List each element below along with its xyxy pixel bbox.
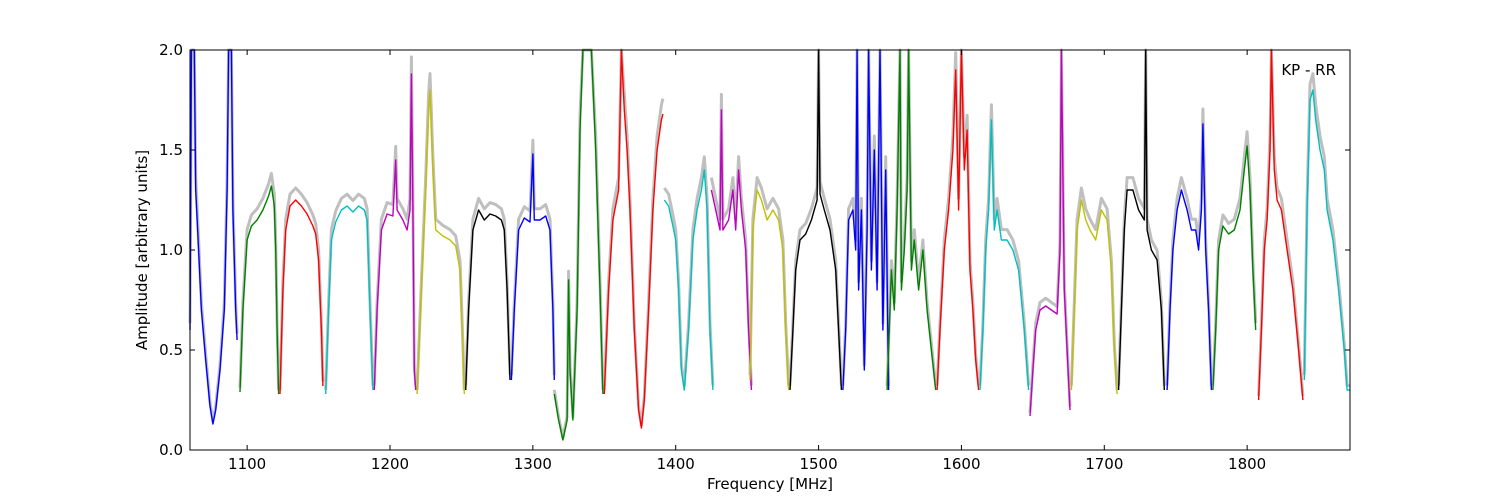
chart-annotation: KP - RR	[1281, 61, 1336, 79]
series-line-25	[1303, 89, 1350, 391]
background-trace-3	[278, 186, 325, 390]
series-line-22	[1166, 123, 1213, 391]
y-tick-label: 2.0	[159, 41, 183, 59]
plot-frame	[189, 49, 1351, 451]
background-trace-4	[324, 192, 375, 390]
x-axis-label: Frequency [MHz]	[707, 475, 833, 493]
series-line-2	[239, 185, 280, 395]
series-line-9	[553, 49, 604, 441]
series-line-19	[1029, 49, 1071, 417]
background-trace-2	[238, 171, 281, 390]
background-trace-layer	[188, 48, 1350, 440]
y-axis: 0.0 0.5 1.0 1.5 2.0	[159, 41, 1350, 459]
x-tick-label: 1100	[228, 455, 266, 473]
background-trace-10	[602, 48, 665, 427]
x-tick-label: 1700	[1085, 455, 1123, 473]
background-trace-24	[1257, 48, 1305, 397]
series-line-1	[189, 49, 238, 425]
series-line-3	[279, 199, 324, 395]
series-line-16	[886, 49, 937, 391]
series-line-15	[842, 49, 890, 391]
series-line-20	[1070, 199, 1118, 395]
series-line-5	[373, 73, 417, 391]
background-trace-17	[935, 48, 981, 386]
background-trace-14	[788, 48, 843, 386]
series-line-17	[936, 49, 980, 391]
x-tick-label: 1300	[514, 455, 552, 473]
series-layer	[189, 49, 1350, 441]
series-line-10	[603, 49, 664, 429]
x-tick-label: 1400	[657, 455, 695, 473]
y-tick-label: 1.5	[159, 141, 183, 159]
x-tick-label: 1200	[371, 455, 409, 473]
series-line-24	[1257, 49, 1304, 401]
series-line-6	[416, 89, 465, 395]
x-tick-label: 1800	[1228, 455, 1266, 473]
series-line-7	[465, 209, 511, 391]
series-line-13	[749, 189, 790, 391]
series-line-12	[710, 109, 753, 391]
series-line-11	[663, 169, 714, 391]
x-tick-label: 1600	[942, 455, 980, 473]
background-trace-1	[188, 48, 239, 423]
series-line-8	[510, 153, 555, 381]
series-line-21	[1117, 49, 1165, 391]
series-line-23	[1212, 145, 1257, 391]
x-axis: 1100 1200 1300 1400 1500 1600 1700 1800	[228, 50, 1266, 473]
y-tick-label: 0.0	[159, 441, 183, 459]
series-line-14	[789, 49, 843, 391]
x-tick-label: 1500	[799, 455, 837, 473]
background-trace-5	[372, 55, 418, 386]
series-line-4	[325, 205, 374, 395]
background-trace-12	[709, 92, 753, 386]
series-line-18	[979, 119, 1030, 391]
y-tick-label: 1.0	[159, 241, 183, 259]
background-trace-18	[978, 103, 1031, 386]
y-axis-label: Amplitude [arbitrary units]	[133, 150, 151, 350]
y-tick-label: 0.5	[159, 341, 183, 359]
